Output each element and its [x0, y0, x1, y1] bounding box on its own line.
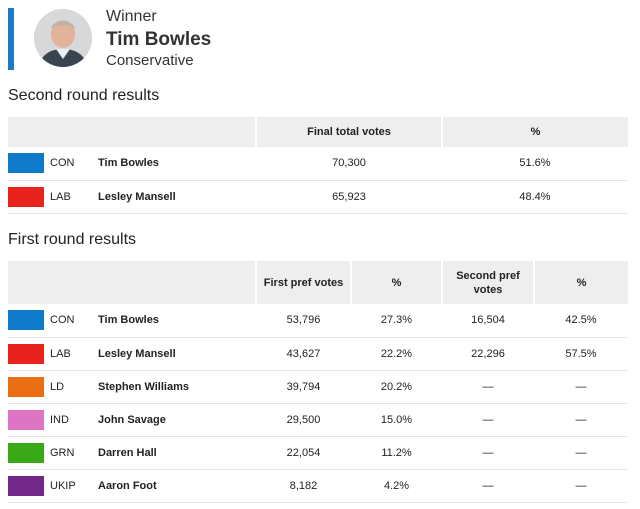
candidate-name: Stephen Williams [98, 370, 256, 404]
vote-percent: 22.2% [351, 337, 442, 371]
candidate-name: Tim Bowles [98, 304, 256, 338]
first-round-table: First pref votes % Second pref votes % C… [8, 261, 628, 503]
second-pref-percent: — [534, 469, 628, 503]
party-color-swatch [8, 153, 44, 174]
candidate-name: Aaron Foot [98, 469, 256, 503]
table-row: LAB Lesley Mansell 43,627 22.2% 22,296 57.5% [8, 337, 628, 371]
votes: 43,627 [256, 337, 351, 371]
second-round-table: Final total votes % CON Tim Bowles 70,300 5… [8, 117, 628, 214]
header-first-pref-votes: First pref votes [256, 261, 352, 304]
vote-percent: 27.3% [351, 304, 442, 338]
votes: 29,500 [256, 403, 351, 437]
party-code: IND [44, 403, 98, 437]
winner-name: Tim Bowles [106, 29, 212, 50]
second-pref-votes: — [442, 370, 534, 404]
party-color-cell [8, 403, 44, 437]
candidate-name: Darren Hall [98, 436, 256, 470]
second-pref-votes: 22,296 [442, 337, 534, 371]
winner-party: Conservative [106, 52, 194, 69]
second-pref-votes: 16,504 [442, 304, 534, 338]
party-color-cell [8, 370, 44, 404]
header-pct: % [442, 117, 628, 147]
party-color-swatch [8, 442, 44, 463]
avatar [34, 9, 92, 67]
vote-percent: 11.2% [351, 436, 442, 470]
party-code: LAB [44, 337, 98, 371]
party-color-swatch [8, 409, 44, 430]
votes: 70,300 [256, 147, 442, 181]
table-row: GRN Darren Hall 22,054 11.2% — — [8, 436, 628, 470]
second-round-title: Second round results [8, 87, 160, 104]
table-row: LAB Lesley Mansell 65,923 48.4% [8, 180, 628, 214]
candidate-name: John Savage [98, 403, 256, 437]
votes: 65,923 [256, 180, 442, 214]
party-color-cell [8, 147, 44, 181]
party-code: GRN [44, 436, 98, 470]
party-color-cell [8, 436, 44, 470]
party-code: CON [44, 147, 98, 181]
header-blank [8, 261, 257, 304]
second-pref-percent: 57.5% [534, 337, 628, 371]
table-row: IND John Savage 29,500 15.0% — — [8, 403, 628, 437]
candidate-name: Tim Bowles [98, 147, 256, 181]
candidate-name: Lesley Mansell [98, 337, 256, 371]
header-pct: % [351, 261, 443, 304]
table-row: CON Tim Bowles 53,796 27.3% 16,504 42.5% [8, 304, 628, 338]
second-pref-percent: 42.5% [534, 304, 628, 338]
winner-label: Winner [106, 8, 157, 25]
second-pref-percent: — [534, 370, 628, 404]
table-header-row: First pref votes % Second pref votes % [8, 261, 628, 304]
party-code: UKIP [44, 469, 98, 503]
second-pref-votes: — [442, 403, 534, 437]
party-color-cell [8, 337, 44, 371]
table-row: CON Tim Bowles 70,300 51.6% [8, 147, 628, 181]
party-color-swatch [8, 376, 44, 397]
table-row: UKIP Aaron Foot 8,182 4.2% — — [8, 469, 628, 503]
party-color-cell [8, 469, 44, 503]
vote-percent: 20.2% [351, 370, 442, 404]
vote-percent: 51.6% [442, 147, 628, 181]
table-header-row: Final total votes % [8, 117, 628, 147]
party-color-swatch [8, 475, 44, 496]
votes: 39,794 [256, 370, 351, 404]
party-code: LAB [44, 180, 98, 214]
table-row: LD Stephen Williams 39,794 20.2% — — [8, 370, 628, 404]
vote-percent: 15.0% [351, 403, 442, 437]
vote-percent: 48.4% [442, 180, 628, 214]
party-color-cell [8, 180, 44, 214]
first-round-title: First round results [8, 231, 137, 248]
party-color-cell [8, 304, 44, 338]
header-final-total-votes: Final total votes [256, 117, 443, 147]
second-pref-percent: — [534, 403, 628, 437]
header-second-pref-votes: Second pref votes [442, 261, 535, 304]
winner-card: Winner Tim Bowles Conservative [8, 8, 628, 70]
votes: 22,054 [256, 436, 351, 470]
header-blank [8, 117, 257, 147]
vote-percent: 4.2% [351, 469, 442, 503]
party-color-swatch [8, 186, 44, 207]
party-color-swatch [8, 310, 44, 331]
votes: 53,796 [256, 304, 351, 338]
second-pref-percent: — [534, 436, 628, 470]
party-color-swatch [8, 343, 44, 364]
party-code: LD [44, 370, 98, 404]
votes: 8,182 [256, 469, 351, 503]
header-second-pct: % [534, 261, 628, 304]
winner-accent-bar [8, 8, 14, 70]
party-code: CON [44, 304, 98, 338]
second-pref-votes: — [442, 469, 534, 503]
second-pref-votes: — [442, 436, 534, 470]
candidate-name: Lesley Mansell [98, 180, 256, 214]
